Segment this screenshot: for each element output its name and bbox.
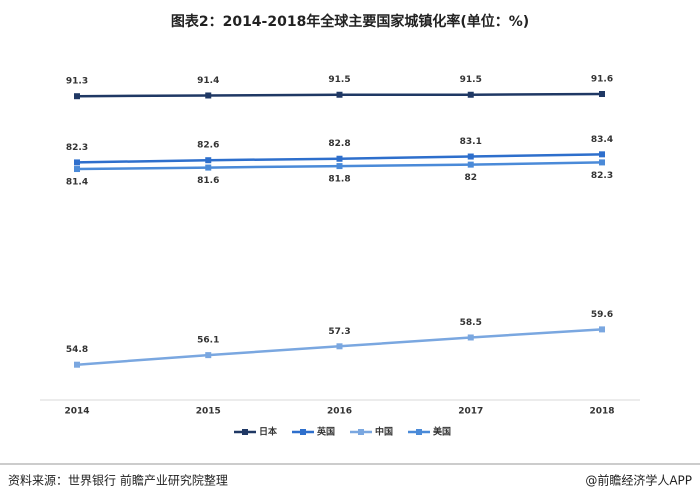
point bbox=[336, 155, 343, 162]
x-tick-label: 2014 bbox=[64, 407, 89, 417]
point bbox=[74, 361, 80, 368]
point bbox=[467, 91, 474, 98]
data-label: 82.8 bbox=[328, 139, 350, 149]
legend-label: 英国 bbox=[316, 426, 335, 438]
data-label: 54.8 bbox=[66, 345, 88, 355]
point bbox=[74, 166, 80, 173]
x-tick-label: 2018 bbox=[589, 407, 614, 417]
data-label: 91.3 bbox=[66, 77, 88, 87]
point bbox=[336, 163, 343, 170]
point bbox=[336, 343, 343, 350]
data-label: 91.5 bbox=[460, 75, 482, 85]
legend-marker bbox=[358, 429, 364, 435]
point bbox=[467, 153, 474, 160]
point bbox=[467, 161, 474, 168]
source: 资料来源：世界银行 前瞻产业研究院整理 bbox=[8, 473, 228, 488]
point bbox=[205, 92, 212, 99]
data-label: 91.6 bbox=[591, 75, 613, 85]
data-label: 82.6 bbox=[197, 141, 219, 151]
data-label: 59.6 bbox=[591, 310, 613, 320]
point bbox=[599, 159, 605, 166]
point bbox=[599, 91, 605, 98]
data-label: 83.1 bbox=[460, 137, 482, 147]
data-label: 82.3 bbox=[591, 171, 613, 181]
legend-marker bbox=[416, 429, 422, 435]
chart-title: 图表2：2014-2018年全球主要国家城镇化率(单位：%) bbox=[171, 13, 529, 30]
legend-label: 日本 bbox=[259, 426, 278, 438]
point bbox=[467, 334, 474, 341]
legend-marker bbox=[300, 429, 306, 435]
point bbox=[205, 352, 212, 359]
point bbox=[74, 159, 80, 166]
data-label: 56.1 bbox=[197, 336, 219, 346]
data-label: 91.4 bbox=[197, 76, 219, 86]
x-tick-label: 2015 bbox=[196, 407, 221, 417]
data-label: 83.4 bbox=[591, 135, 613, 145]
data-label: 58.5 bbox=[460, 318, 482, 328]
point bbox=[205, 164, 212, 171]
point bbox=[336, 91, 343, 98]
point bbox=[74, 93, 80, 100]
legend-marker bbox=[242, 429, 248, 435]
point bbox=[205, 157, 212, 164]
point bbox=[599, 151, 605, 158]
data-label: 81.8 bbox=[328, 175, 350, 185]
data-label: 81.6 bbox=[197, 176, 219, 186]
legend-label: 中国 bbox=[375, 426, 393, 438]
data-label: 81.4 bbox=[66, 178, 88, 188]
point bbox=[599, 326, 605, 333]
data-label: 57.3 bbox=[328, 327, 350, 337]
data-label: 82 bbox=[464, 173, 477, 183]
x-tick-label: 2017 bbox=[458, 407, 483, 417]
legend-label: 美国 bbox=[433, 426, 451, 438]
brand: @前瞻经济学人APP bbox=[585, 473, 692, 488]
data-label: 91.5 bbox=[328, 75, 350, 85]
data-label: 82.3 bbox=[66, 143, 88, 153]
x-tick-label: 2016 bbox=[327, 407, 352, 417]
